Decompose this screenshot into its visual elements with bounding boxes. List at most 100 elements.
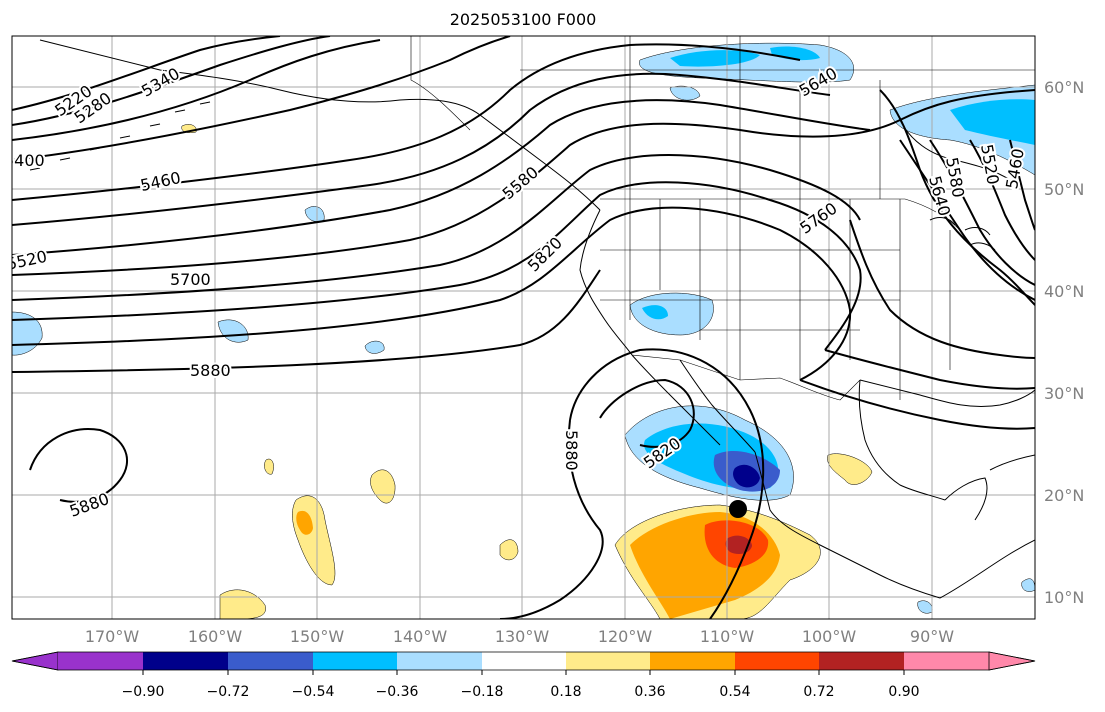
location-marker [729, 500, 747, 518]
lon-label: 150°W [290, 627, 345, 646]
cuba [989, 454, 1035, 471]
negative-region-core [733, 464, 760, 488]
contour-line [849, 219, 1035, 359]
state-lines [600, 199, 951, 400]
negative-region-ne [950, 99, 1035, 145]
lon-label: 110°W [700, 627, 755, 646]
contour-line [12, 36, 281, 111]
colorbar-cell [904, 652, 989, 670]
contour-line [824, 349, 1035, 390]
lon-label: 100°W [802, 627, 857, 646]
contour-line [1009, 139, 1035, 231]
canada-us-border [600, 198, 961, 231]
positive-blob [499, 539, 519, 561]
negative-blob [1021, 578, 1035, 592]
contour-line [899, 139, 1035, 301]
colorbar-tick-label: −0.54 [292, 684, 335, 700]
contour-line [879, 89, 1035, 306]
contour-label: 5880 [562, 430, 581, 471]
colorbar-cell [11, 651, 59, 671]
colorbar-cell [58, 652, 143, 670]
contour-line [12, 269, 601, 373]
positive-blob [296, 510, 313, 535]
colorbar-tick-label: −0.36 [376, 684, 419, 700]
contour-line [12, 181, 862, 351]
colorbar-cell [482, 652, 566, 670]
colorbar: −0.90 −0.72 −0.54 −0.36 −0.18 0.18 0.36 … [11, 651, 1036, 700]
contour-line [29, 428, 129, 503]
lat-label: 10°N [1044, 588, 1084, 607]
colorbar-ticks [142, 670, 905, 675]
coastlines [29, 39, 1035, 599]
colorbar-cell [735, 652, 819, 670]
contour-line [599, 378, 695, 448]
colorbar-tick-label: −0.72 [207, 684, 250, 700]
contour-line [12, 99, 871, 256]
colorbar-tick-label: −0.18 [461, 684, 504, 700]
colorbar-cell [988, 651, 1036, 671]
contour-line [799, 379, 1035, 430]
negative-blob [304, 206, 325, 222]
contour-line [12, 36, 511, 161]
longitude-labels: 170°W 160°W 150°W 140°W 130°W 120°W 110°… [85, 627, 954, 646]
map-frame [11, 35, 1036, 620]
contour-line [12, 36, 331, 126]
lat-label: 30°N [1044, 384, 1084, 403]
lat-label: 50°N [1044, 180, 1084, 199]
contour-line [12, 206, 852, 381]
contour-line [569, 348, 765, 619]
lon-label: 90°W [910, 627, 954, 646]
map-title: 2025053100 F000 [449, 10, 597, 29]
colorbar-cell [313, 652, 397, 670]
us-mexico-border [631, 354, 861, 401]
negative-blob [364, 340, 385, 354]
colorbar-tick-label: 0.72 [803, 684, 834, 700]
map-panel: 5220 5280 5340 5400 5460 5520 5580 5640 … [4, 36, 1035, 619]
contour-label: 5400 [4, 151, 45, 170]
lon-label: 140°W [393, 627, 448, 646]
baja-peninsula [631, 354, 756, 453]
contour-line [12, 39, 381, 141]
negative-blob [669, 85, 701, 101]
colorbar-cell [228, 652, 313, 670]
colorbar-tick-label: −0.90 [122, 684, 165, 700]
grid-lines [12, 36, 1035, 619]
borders [410, 36, 1035, 401]
latitude-labels: 60°N 50°N 40°N 30°N 20°N 10°N [1044, 78, 1084, 607]
gulf-coast [859, 379, 1035, 408]
alaska-canada-border [410, 36, 471, 131]
contour-line [12, 72, 831, 226]
colorbar-cell [566, 652, 650, 670]
colorbar-cell [819, 652, 904, 670]
canada-provinces [520, 36, 1035, 199]
alaska-coast [39, 39, 601, 211]
contour-label: 5700 [170, 270, 211, 289]
lon-label: 130°W [495, 627, 550, 646]
lat-label: 60°N [1044, 78, 1084, 97]
lat-label: 20°N [1044, 486, 1084, 505]
lon-label: 160°W [188, 627, 243, 646]
central-america [939, 539, 1035, 599]
colorbar-cell [397, 652, 482, 670]
contour-line [969, 139, 1035, 261]
mexico-west-coast [754, 451, 941, 599]
negative-region-sw [642, 305, 668, 320]
colorbar-tick-label: 0.18 [550, 684, 581, 700]
positive-blob [264, 458, 274, 475]
contour-line [12, 154, 861, 301]
contour-line [929, 139, 1035, 286]
negative-region-sw [629, 292, 714, 336]
colorbar-cell [650, 652, 735, 670]
colorbar-tick-labels: −0.90 −0.72 −0.54 −0.36 −0.18 0.18 0.36 … [122, 684, 920, 700]
contour-line [12, 43, 801, 201]
colorbar-outline [11, 651, 1036, 671]
colorbar-tick-label: 0.54 [719, 684, 750, 700]
negative-region-north [670, 50, 760, 67]
lon-label: 170°W [85, 627, 140, 646]
lon-label: 120°W [598, 627, 653, 646]
height-contours [12, 36, 1035, 619]
contour-label: 5880 [190, 361, 231, 380]
yucatan [944, 477, 988, 521]
colorbar-tick-label: 0.36 [634, 684, 665, 700]
